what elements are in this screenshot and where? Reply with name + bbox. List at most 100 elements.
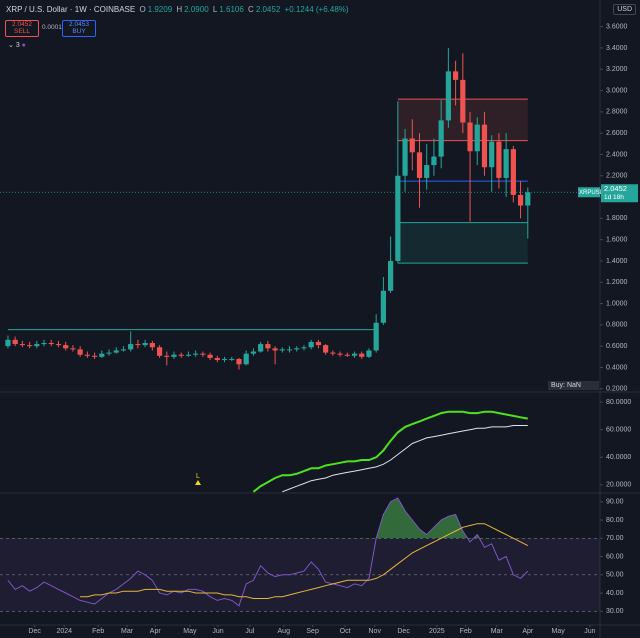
buy-label: BUY xyxy=(72,28,86,35)
rsi-line xyxy=(7,497,529,607)
candle-body xyxy=(236,358,242,365)
candle-body xyxy=(467,122,473,152)
y-tick-label: 2.6000 xyxy=(606,130,628,137)
indicator-line xyxy=(282,425,528,493)
sell-price: 2.0452 xyxy=(12,21,32,28)
y-tick-label: 70.00 xyxy=(606,535,624,542)
y-tick-label: 3.2000 xyxy=(606,66,628,73)
candle-body xyxy=(229,358,235,360)
y-tick-label: 80.0000 xyxy=(606,399,631,406)
candle-body xyxy=(272,348,278,351)
sell-button[interactable]: 2.0452 SELL xyxy=(5,20,39,37)
y-tick-label: 80.00 xyxy=(606,517,624,524)
candle-body xyxy=(214,357,220,361)
candle-body xyxy=(193,353,199,355)
x-tick-label: Dec xyxy=(28,628,41,635)
candle-body xyxy=(207,354,213,358)
candle-body xyxy=(120,349,127,351)
indicator-toggle[interactable]: ⌄ 3 ● xyxy=(8,42,26,49)
candle-body xyxy=(452,71,459,80)
signal-marker xyxy=(195,480,201,485)
candle-body xyxy=(388,260,394,291)
symbol-header: XRP / U.S. Dollar · 1W · COINBASE O 1.920… xyxy=(6,5,351,14)
buy-button[interactable]: 2.0453 BUY xyxy=(62,20,96,37)
candle-body xyxy=(489,141,495,168)
y-tick-label: 1.4000 xyxy=(606,258,628,265)
currency[interactable]: USD xyxy=(613,4,636,15)
candle-body xyxy=(156,347,163,356)
y-tick-label: 3.6000 xyxy=(606,23,628,30)
candle-body xyxy=(19,344,25,346)
buy-price: 2.0453 xyxy=(69,21,89,28)
indicator-count: 3 xyxy=(15,42,20,49)
y-tick-label: 1.2000 xyxy=(606,279,628,286)
candle-body xyxy=(351,353,358,356)
candle-body xyxy=(510,149,516,195)
x-tick-label: Feb xyxy=(92,628,104,635)
candle-body xyxy=(34,344,40,347)
candle-body xyxy=(294,348,300,350)
x-tick-label: May xyxy=(183,628,197,635)
ohlc-value: 2.0452 xyxy=(255,5,281,14)
y-tick-label: 60.0000 xyxy=(606,427,631,434)
y-tick-label: 60.00 xyxy=(606,553,624,560)
ohlc-value: 1.9209 xyxy=(147,5,173,14)
ohlc-value: 1.6106 xyxy=(219,5,244,14)
y-tick-label: 1.0000 xyxy=(606,300,628,307)
candle-body xyxy=(308,341,314,348)
x-tick-label: Jun xyxy=(212,628,223,635)
ticker-tag xyxy=(578,187,600,198)
candle-body xyxy=(91,355,98,357)
candle-body xyxy=(431,156,437,166)
candle-body xyxy=(438,120,444,157)
indicator-line xyxy=(252,410,528,493)
candle-body xyxy=(286,349,293,351)
ohlc-key: C xyxy=(248,5,254,14)
x-tick-label: May xyxy=(552,628,566,635)
candle-body xyxy=(84,354,90,356)
y-tick-label: 0.4000 xyxy=(606,364,628,371)
candle-body xyxy=(27,345,33,347)
candle-body xyxy=(344,354,350,356)
y-tick-label: 40.0000 xyxy=(606,454,631,461)
candle-body xyxy=(113,350,119,353)
price-tag-value: 2.0452 xyxy=(604,184,627,193)
candle-body xyxy=(200,353,206,355)
position-zone xyxy=(397,222,528,264)
candle-body xyxy=(12,339,18,345)
candle-body xyxy=(128,344,134,350)
y-tick-label: 90.00 xyxy=(606,499,624,506)
candle-body xyxy=(171,354,177,357)
x-tick-label: 2025 xyxy=(429,628,445,635)
symbol: XRP / U.S. Dollar · 1W · COINBASE xyxy=(6,5,136,14)
candle-body xyxy=(373,322,379,351)
candle-body xyxy=(164,355,170,357)
y-tick-label: 3.0000 xyxy=(606,87,628,94)
candle-body xyxy=(517,194,524,206)
y-tick-label: 30.00 xyxy=(606,608,624,615)
y-tick-label: 1.6000 xyxy=(606,237,628,244)
y-tick-label: 40.00 xyxy=(606,590,624,597)
candle-body xyxy=(301,347,307,349)
candle-body xyxy=(395,175,401,261)
candle-body xyxy=(474,124,480,152)
countdown: 1d 18h xyxy=(604,194,624,201)
candle-body xyxy=(279,349,285,351)
sell-label: SELL xyxy=(14,28,30,35)
x-tick-label: Oct xyxy=(340,628,351,635)
candle-body xyxy=(142,343,148,346)
ohlc-key: L xyxy=(212,5,218,14)
candle-body xyxy=(380,290,386,323)
x-tick-label: Apr xyxy=(522,628,534,635)
candle-body xyxy=(250,351,257,354)
candle-body xyxy=(48,343,54,345)
candle-body xyxy=(416,152,423,178)
candle-body xyxy=(265,344,271,349)
ticker: XRPUSD xyxy=(579,190,605,196)
x-tick-label: Mar xyxy=(491,628,504,635)
x-tick-label: Sep xyxy=(306,628,319,635)
candle-body xyxy=(185,354,192,356)
